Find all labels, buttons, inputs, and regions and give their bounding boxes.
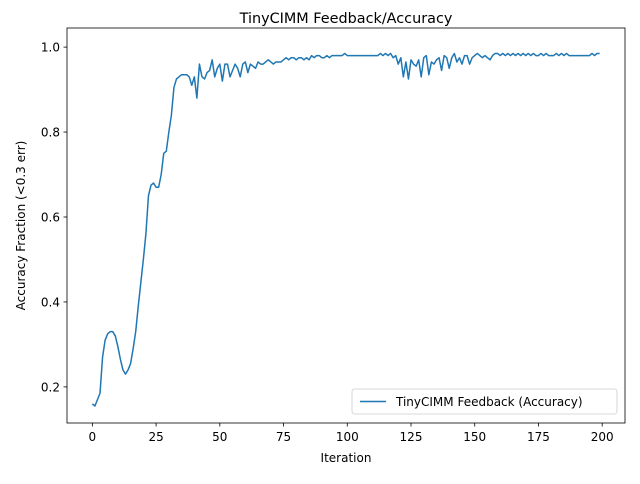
y-tick-label: 0.2 <box>41 380 60 394</box>
legend-label: TinyCIMM Feedback (Accuracy) <box>395 395 583 409</box>
x-tick-label: 25 <box>148 430 163 444</box>
x-tick-label: 150 <box>463 430 486 444</box>
y-tick-label: 0.6 <box>41 211 60 225</box>
y-tick-label: 0.8 <box>41 126 60 140</box>
x-axis-label: Iteration <box>321 451 372 465</box>
x-tick-label: 125 <box>400 430 423 444</box>
x-tick-label: 0 <box>89 430 97 444</box>
x-tick-label: 200 <box>591 430 614 444</box>
y-tick-label: 0.4 <box>41 295 60 309</box>
x-tick-label: 175 <box>527 430 550 444</box>
x-tick-label: 50 <box>212 430 227 444</box>
y-tick-label: 1.0 <box>41 41 60 55</box>
x-tick-label: 75 <box>276 430 291 444</box>
x-tick-label: 100 <box>336 430 359 444</box>
chart-title: TinyCIMM Feedback/Accuracy <box>239 11 453 27</box>
data-line <box>91 52 600 407</box>
plot-frame <box>66 27 626 424</box>
y-axis-label: Accuracy Fraction (<0.3 err) <box>14 141 28 311</box>
legend-box <box>351 388 618 415</box>
